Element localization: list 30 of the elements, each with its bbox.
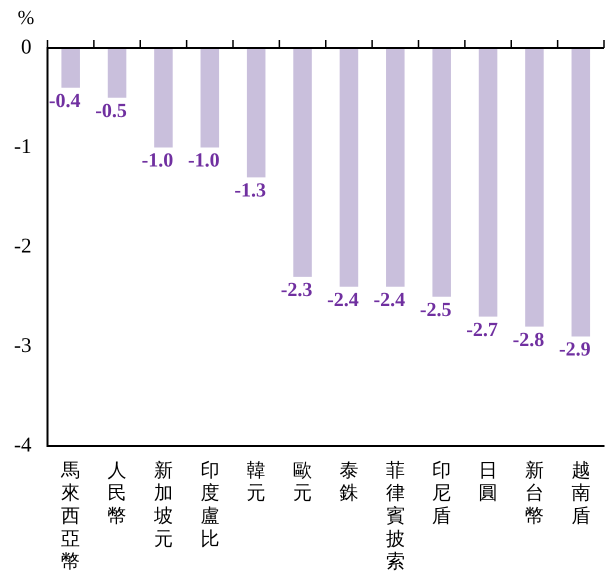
x-tick-label: 新台幣: [524, 459, 544, 527]
data-label: -0.4: [48, 90, 81, 112]
y-tick-label: 0: [20, 34, 32, 59]
data-label: -1.0: [142, 150, 174, 172]
data-label: -1.3: [234, 180, 266, 202]
x-tick-label: 越南盾: [571, 460, 590, 527]
data-label: -2.7: [466, 318, 498, 341]
data-label: -2.5: [420, 298, 452, 321]
x-tick-label: 馬來西亞幣: [60, 460, 80, 573]
data-label: -2.4: [373, 288, 406, 311]
x-tick-label: 印度盧比: [200, 460, 220, 550]
data-label: -0.5: [95, 100, 127, 122]
x-tick-label: 韓元: [246, 460, 266, 504]
data-label: -2.3: [280, 279, 312, 302]
x-tick-label: 日圓: [478, 460, 498, 504]
data-label: -1.0: [188, 150, 220, 172]
y-tick-label: -1: [14, 134, 32, 158]
x-tick-label: 新加坡元: [152, 459, 173, 550]
x-tick-label: 菲律賓披索: [386, 460, 405, 573]
x-tick-label: 泰銖: [339, 460, 358, 504]
data-label: -2.8: [512, 328, 544, 351]
y-tick-label: -4: [14, 432, 32, 457]
x-tick-label: 歐元: [293, 460, 312, 504]
y-tick-label: -2: [14, 234, 32, 258]
y-axis-title: %: [18, 7, 34, 29]
data-label: -2.4: [327, 288, 359, 311]
x-tick-label: 印尼盾: [432, 460, 452, 527]
y-tick-label: -3: [14, 333, 32, 358]
data-label: -2.9: [558, 338, 591, 361]
x-tick-label: 人民幣: [108, 460, 127, 527]
